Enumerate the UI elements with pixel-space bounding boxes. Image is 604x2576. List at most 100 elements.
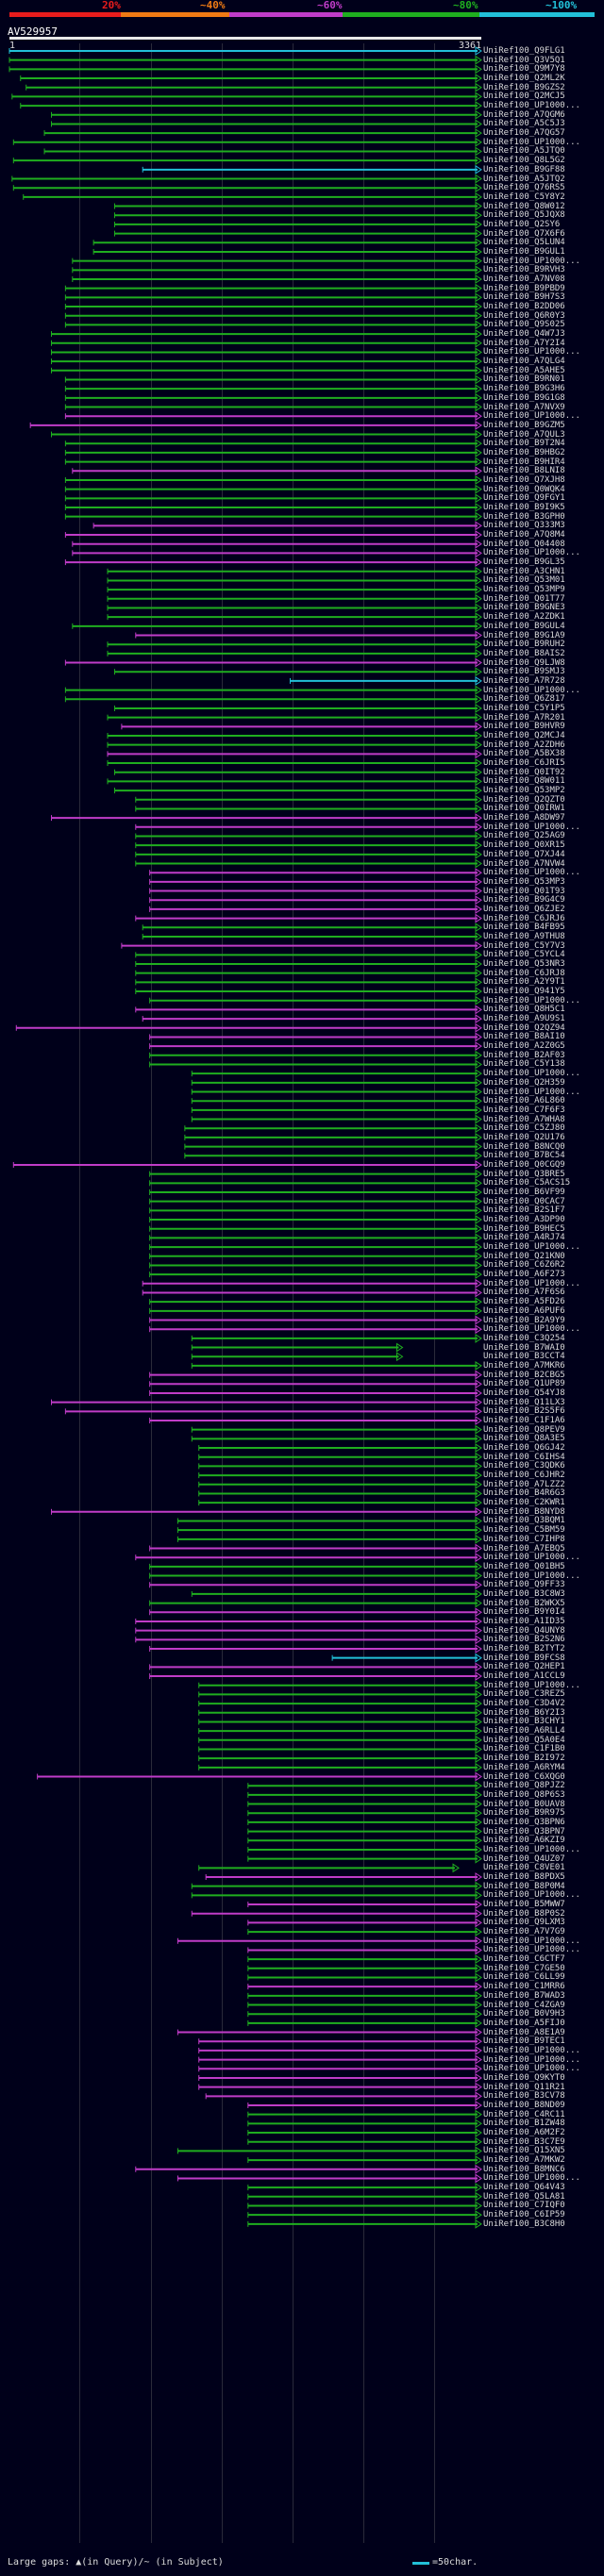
hit-label[interactable]: UniRef100_Q64V43 <box>483 2183 565 2193</box>
hit-label[interactable]: UniRef100_Q01BH5 <box>483 1561 565 1571</box>
hit-label[interactable]: UniRef100_Q21KN0 <box>483 1251 565 1261</box>
hit-label[interactable]: UniRef100_B9GNE3 <box>483 603 565 613</box>
hit-label[interactable]: UniRef100_B9G1A9 <box>483 630 565 640</box>
hit-label[interactable]: UniRef100_UP1000... <box>483 1680 580 1690</box>
hit-label[interactable]: UniRef100_Q9FF33 <box>483 1580 565 1590</box>
hit-label[interactable]: UniRef100_Q2H359 <box>483 1077 565 1088</box>
hit-label[interactable]: UniRef100_UP1000... <box>483 1936 580 1946</box>
hit-label[interactable]: UniRef100_C3Q254 <box>483 1333 565 1343</box>
hit-label[interactable]: UniRef100_B3CV78 <box>483 2091 565 2102</box>
hit-label[interactable]: UniRef100_B9GUL4 <box>483 621 565 631</box>
hit-label[interactable]: UniRef100_Q6Z817 <box>483 694 565 705</box>
hit-label[interactable]: UniRef100_A4RJ74 <box>483 1233 565 1243</box>
hit-label[interactable]: UniRef100_A6F273 <box>483 1270 565 1280</box>
hit-label[interactable]: UniRef100_Q0IRW1 <box>483 804 565 814</box>
hit-label[interactable]: UniRef100_UP1000... <box>483 347 580 357</box>
hit-label[interactable]: UniRef100_UP1000... <box>483 2064 580 2074</box>
hit-label[interactable]: UniRef100_UP1000... <box>483 1087 580 1097</box>
hit-label[interactable]: UniRef100_B9RUH2 <box>483 640 565 650</box>
hit-label[interactable]: UniRef100_C6JHR2 <box>483 1471 565 1481</box>
hit-label[interactable]: UniRef100_Q0WQK4 <box>483 484 565 494</box>
hit-label[interactable]: UniRef100_C7GE50 <box>483 1963 565 1973</box>
hit-label[interactable]: UniRef100_UP1000... <box>483 2054 580 2065</box>
hit-label[interactable]: UniRef100_B9RN01 <box>483 374 565 385</box>
hit-label[interactable]: UniRef100_UP1000... <box>483 1571 580 1581</box>
hit-label[interactable]: UniRef100_A2Y9T1 <box>483 977 565 988</box>
hit-label[interactable]: UniRef100_Q2QZ94 <box>483 1022 565 1033</box>
hit-label[interactable]: UniRef100_A5FIJ0 <box>483 2018 565 2028</box>
hit-label[interactable]: UniRef100_B6Y2I3 <box>483 1707 565 1718</box>
hit-label[interactable]: UniRef100_C6JRJ8 <box>483 968 565 978</box>
hit-label[interactable]: UniRef100_Q4W7J3 <box>483 329 565 340</box>
hit-label[interactable]: UniRef100_B4R6G3 <box>483 1488 565 1499</box>
hit-label[interactable]: UniRef100_Q0CGQ9 <box>483 1159 565 1170</box>
hit-label[interactable]: UniRef100_C1F1A6 <box>483 1416 565 1425</box>
hit-label[interactable]: UniRef100_B2A9Y9 <box>483 1315 565 1325</box>
hit-label[interactable]: UniRef100_Q8W012 <box>483 201 565 211</box>
hit-label[interactable]: UniRef100_Q2MCJ5 <box>483 91 565 102</box>
hit-label[interactable]: UniRef100_Q3BQM1 <box>483 1516 565 1526</box>
hit-label[interactable]: UniRef100_B9I9K5 <box>483 503 565 512</box>
hit-label[interactable]: UniRef100_C6LL99 <box>483 1972 565 1983</box>
hit-label[interactable]: UniRef100_A7EBQ5 <box>483 1543 565 1554</box>
hit-label[interactable]: UniRef100_B9TEC1 <box>483 2036 565 2047</box>
hit-label[interactable]: UniRef100_UP1000... <box>483 1945 580 1955</box>
hit-label[interactable]: UniRef100_A7V7G9 <box>483 1927 565 1937</box>
hit-label[interactable]: UniRef100_C5Y1P5 <box>483 703 565 713</box>
hit-label[interactable]: UniRef100_C7IHP8 <box>483 1534 565 1544</box>
hit-label[interactable]: UniRef100_C6IP59 <box>483 2210 565 2220</box>
hit-label[interactable]: UniRef100_Q2HEP1 <box>483 1662 565 1672</box>
hit-label[interactable]: UniRef100_UP1000... <box>483 868 580 878</box>
hit-label[interactable]: UniRef100_B9SMJ3 <box>483 667 565 677</box>
hit-label[interactable]: UniRef100_C5ZJ80 <box>483 1123 565 1134</box>
hit-label[interactable]: UniRef100_B8NYD8 <box>483 1506 565 1517</box>
hit-label[interactable]: UniRef100_UP1000... <box>483 137 580 147</box>
hit-label[interactable]: UniRef100_B5MWW7 <box>483 1900 565 1910</box>
hit-label[interactable]: UniRef100_A9THU8 <box>483 931 565 941</box>
hit-label[interactable]: UniRef100_Q4UZ07 <box>483 1853 565 1864</box>
hit-label[interactable]: UniRef100_C8VE01 <box>483 1863 565 1873</box>
hit-label[interactable]: UniRef100_Q5LUN4 <box>483 238 565 248</box>
hit-label[interactable]: UniRef100_Q4UNY8 <box>483 1625 565 1636</box>
hit-label[interactable]: UniRef100_Q53NR3 <box>483 959 565 969</box>
hit-label[interactable]: UniRef100_C4RC11 <box>483 2109 565 2119</box>
hit-label[interactable]: UniRef100_B9HBG2 <box>483 447 565 457</box>
hit-label[interactable]: UniRef100_UP1000... <box>483 548 580 558</box>
hit-label[interactable]: UniRef100_B2S2N6 <box>483 1635 565 1645</box>
hit-label[interactable]: UniRef100_A6PUF6 <box>483 1305 565 1316</box>
hit-label[interactable]: UniRef100_C4ZGA9 <box>483 2000 565 2010</box>
hit-label[interactable]: UniRef100_UP1000... <box>483 1278 580 1288</box>
hit-label[interactable]: UniRef100_Q9FLG1 <box>483 46 565 56</box>
hit-label[interactable]: UniRef100_B3C8W3 <box>483 1588 565 1599</box>
hit-label[interactable]: UniRef100_Q8A3E5 <box>483 1434 565 1444</box>
hit-label[interactable]: UniRef100_A6L860 <box>483 1096 565 1106</box>
hit-label[interactable]: UniRef100_Q5LA81 <box>483 2191 565 2202</box>
hit-label[interactable]: UniRef100_UP1000... <box>483 1324 580 1335</box>
hit-label[interactable]: UniRef100_C3D4V2 <box>483 1699 565 1709</box>
hit-label[interactable]: UniRef100_UP1000... <box>483 1844 580 1854</box>
hit-label[interactable]: UniRef100_Q01T93 <box>483 886 565 896</box>
hit-label[interactable]: UniRef100_B2CBG5 <box>483 1370 565 1380</box>
hit-label[interactable]: UniRef100_Q25AG9 <box>483 831 565 841</box>
hit-label[interactable]: UniRef100_B9G1G8 <box>483 392 565 403</box>
hit-label[interactable]: UniRef100_A1CCL9 <box>483 1671 565 1682</box>
hit-label[interactable]: UniRef100_B6VF99 <box>483 1188 565 1197</box>
hit-label[interactable]: UniRef100_C6CTF7 <box>483 1954 565 1965</box>
hit-label[interactable]: UniRef100_Q2MCJ4 <box>483 731 565 740</box>
hit-label[interactable]: UniRef100_B9HVR9 <box>483 722 565 732</box>
hit-label[interactable]: UniRef100_A7NV08 <box>483 274 565 284</box>
hit-label[interactable]: UniRef100_Q8PEV9 <box>483 1424 565 1435</box>
hit-label[interactable]: UniRef100_Q6R0Y3 <box>483 310 565 321</box>
hit-label[interactable]: UniRef100_C6IHS4 <box>483 1452 565 1462</box>
hit-label[interactable]: UniRef100_Q9FGY1 <box>483 493 565 504</box>
hit-label[interactable]: UniRef100_A6RLL4 <box>483 1726 565 1737</box>
hit-label[interactable]: UniRef100_B2S1F7 <box>483 1205 565 1216</box>
hit-label[interactable]: UniRef100_A7QGM6 <box>483 109 565 120</box>
hit-label[interactable]: UniRef100_UP1000... <box>483 1553 580 1563</box>
hit-label[interactable]: UniRef100_B2I972 <box>483 1753 565 1764</box>
hit-label[interactable]: UniRef100_Q9S025 <box>483 320 565 330</box>
hit-label[interactable]: UniRef100_A6RYM4 <box>483 1762 565 1772</box>
hit-label[interactable]: UniRef100_B3GPH0 <box>483 511 565 522</box>
hit-label[interactable]: UniRef100_A7MKW2 <box>483 2155 565 2166</box>
hit-label[interactable]: UniRef100_UP1000... <box>483 101 580 111</box>
